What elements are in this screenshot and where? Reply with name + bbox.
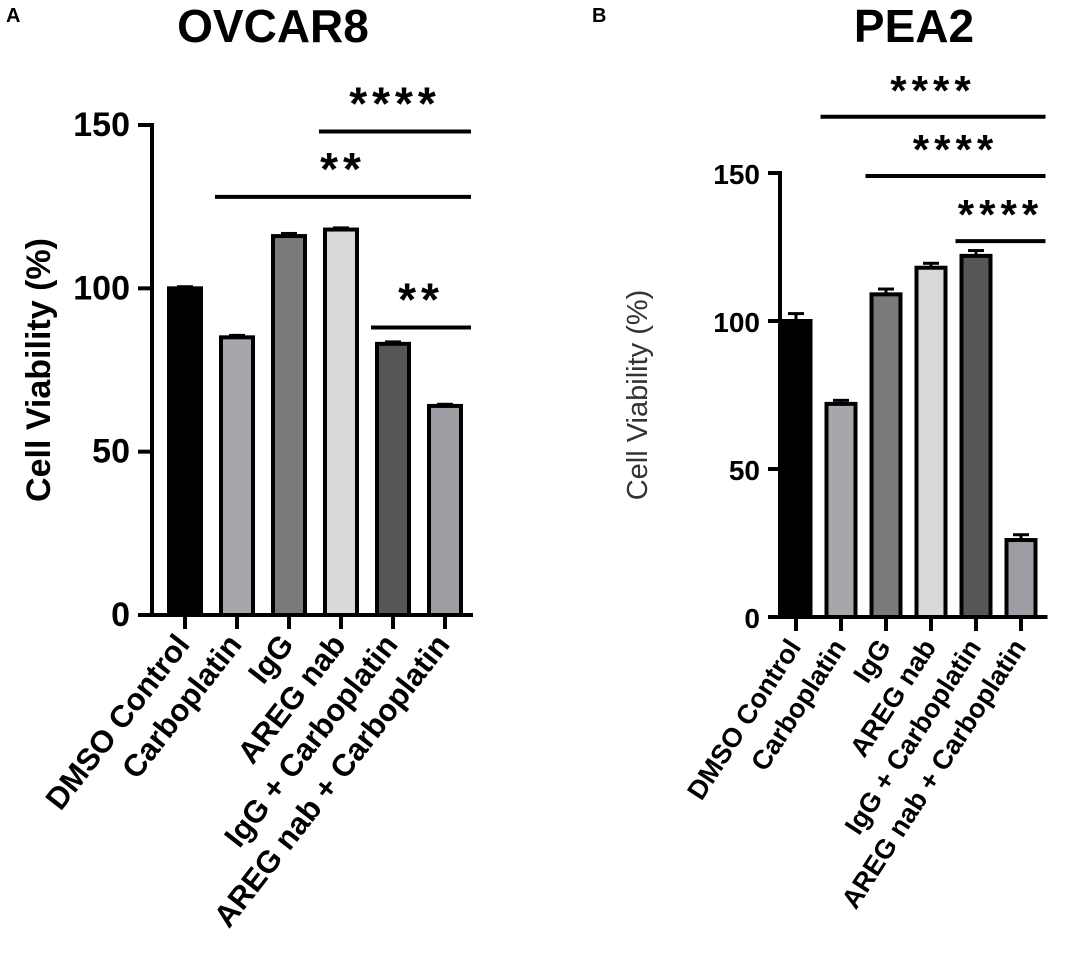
sig-stars-a-0: ****	[349, 78, 441, 130]
chart-title-b: PEA2	[854, 0, 974, 52]
panel-letter-a: A	[6, 5, 20, 27]
panel-b-pea2: B PEA2 Cell Viability (%) 0 50 100 150 ****…	[592, 0, 1048, 914]
y-tick-label-b-2: 100	[713, 307, 760, 338]
y-axis-label-b: Cell Viability (%)	[622, 290, 654, 501]
x-axis-b	[778, 615, 1048, 631]
x-axis-a	[150, 613, 473, 629]
bar-a-2	[271, 234, 307, 617]
panel-letter-b: B	[592, 5, 606, 27]
y-tick-label-a-0: 0	[111, 596, 130, 634]
bar-b-1	[824, 401, 858, 619]
bar-b-3	[914, 265, 948, 619]
y-tick-label-a-1: 50	[92, 433, 130, 471]
y-tick-label-a-2: 100	[73, 269, 130, 307]
sig-stars-b-2: ****	[958, 191, 1043, 238]
bars-a	[167, 226, 463, 618]
sig-stars-a-2: **	[398, 274, 444, 326]
bar-a-3	[323, 227, 359, 618]
bar-a-0	[167, 286, 203, 617]
y-axis-b: 0 50 100 150	[713, 159, 782, 634]
bar-a-5	[427, 403, 463, 617]
significance-a: ********	[215, 78, 471, 330]
y-tick-label-a-3: 150	[73, 106, 130, 144]
y-tick-label-b-3: 150	[713, 159, 760, 190]
y-axis-a: 0 50 100 150	[73, 106, 154, 634]
bars-b	[779, 249, 1038, 619]
y-tick-label-b-0: 0	[744, 603, 760, 634]
bar-b-4	[959, 253, 993, 619]
bar-b-2	[869, 292, 903, 619]
bar-b-5	[1004, 538, 1038, 619]
chart-title-a: OVCAR8	[177, 0, 369, 52]
sig-stars-b-0: ****	[890, 67, 975, 114]
panel-a-ovcar8: A OVCAR8 Cell Viability (%) 0 50 100 150 **…	[6, 0, 473, 934]
bar-b-0	[779, 319, 813, 619]
sig-stars-b-1: ****	[913, 126, 998, 173]
bar-a-4	[375, 341, 411, 617]
y-axis-label-a: Cell Viability (%)	[20, 238, 58, 502]
sig-stars-a-1: **	[320, 143, 366, 195]
bar-a-1	[219, 335, 255, 617]
significance-b: **** **** ****	[820, 67, 1046, 244]
y-tick-label-b-1: 50	[729, 455, 760, 486]
